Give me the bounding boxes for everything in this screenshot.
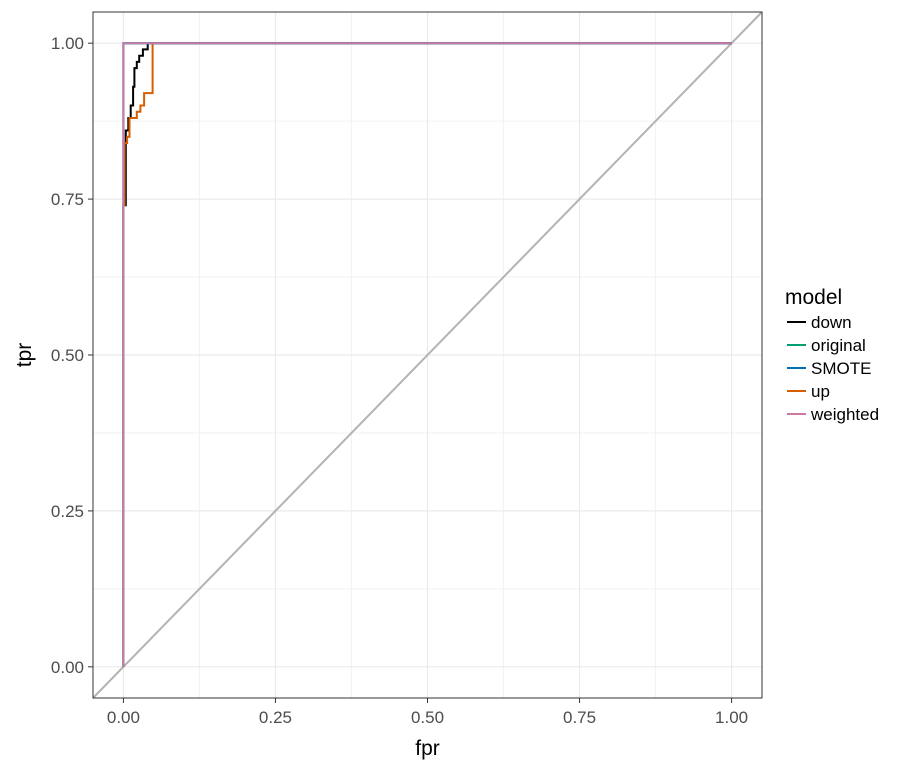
legend-label-down: down [811, 313, 852, 332]
x-tick-label: 0.50 [411, 708, 444, 727]
y-tick-label: 0.50 [51, 346, 84, 365]
legend-label-weighted: weighted [810, 405, 879, 424]
x-tick-label: 0.00 [107, 708, 140, 727]
y-tick-label: 0.75 [51, 190, 84, 209]
legend-label-up: up [811, 382, 830, 401]
series-line-down [122, 42, 732, 667]
series-line-weighted [122, 42, 732, 667]
legend: model down original SMOTE up weighted [785, 286, 879, 424]
reference-line [92, 11, 763, 699]
y-tick-label: 0.00 [51, 658, 84, 677]
y-axis-title: tpr [13, 343, 36, 368]
reference-line-group [92, 11, 763, 699]
y-tick-label: 0.25 [51, 502, 84, 521]
legend-label-smote: SMOTE [811, 359, 871, 378]
x-tick-label: 1.00 [715, 708, 748, 727]
legend-label-original: original [811, 336, 866, 355]
series-lines [122, 42, 732, 667]
axis-ticks: 0.00 0.25 0.50 0.75 1.00 0.00 0.25 0.50 0.75 1.00 [51, 34, 748, 727]
legend-title: model [785, 286, 842, 309]
x-tick-label: 0.25 [259, 708, 292, 727]
x-axis-title: fpr [415, 737, 440, 760]
series-line-up [122, 42, 732, 667]
x-tick-label: 0.75 [563, 708, 596, 727]
y-tick-label: 1.00 [51, 34, 84, 53]
